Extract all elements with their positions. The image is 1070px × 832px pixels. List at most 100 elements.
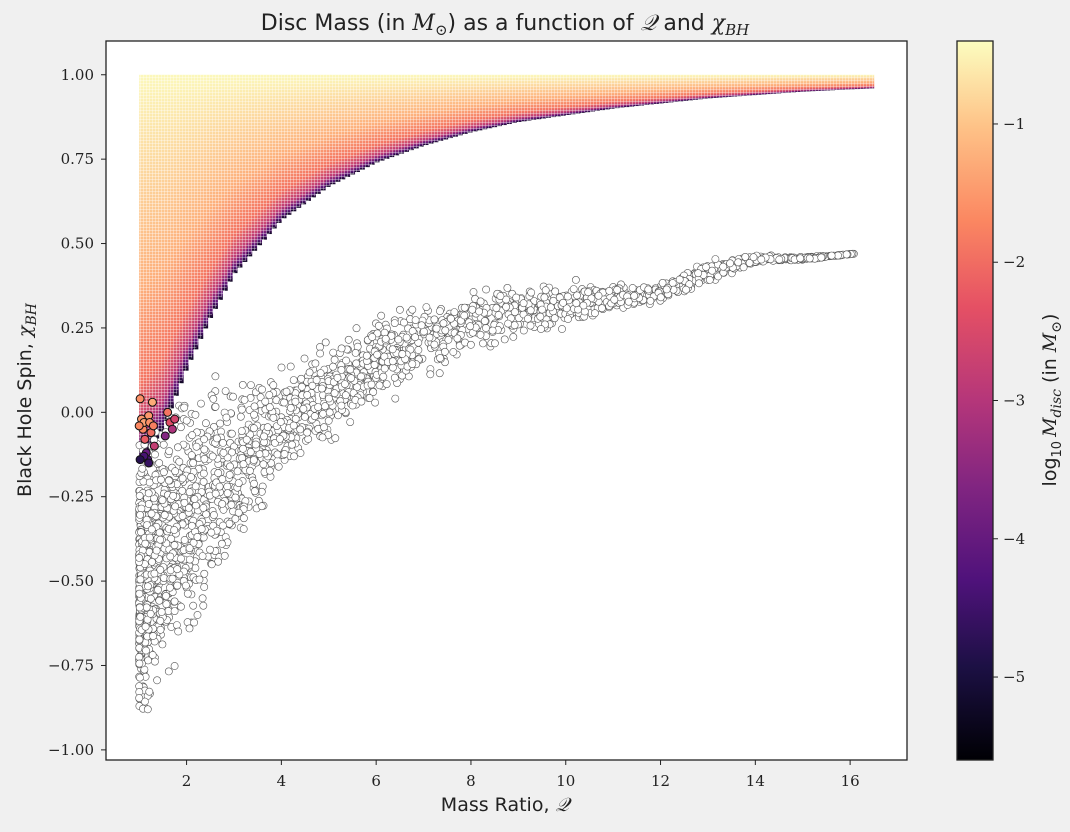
observed-point [402, 333, 411, 342]
observed-point [337, 365, 346, 374]
colorbar-label: log10Mdisc (in M⊙) [1039, 314, 1065, 487]
observed-point [757, 255, 766, 264]
observed-point [329, 362, 337, 371]
observed-point [201, 419, 210, 428]
observed-point [319, 409, 327, 418]
observed-point [265, 466, 274, 475]
observed-point [333, 373, 342, 382]
observed-point [187, 473, 195, 481]
y-tick-label: 0.25 [61, 319, 94, 337]
observed-point [200, 454, 209, 463]
colorbar [956, 40, 994, 761]
observed-point [739, 263, 748, 272]
observed-point [146, 594, 155, 603]
observed-point [351, 348, 360, 357]
observed-point [162, 600, 171, 609]
observed-point [218, 499, 227, 508]
observed-point [221, 387, 230, 395]
observed-point [394, 335, 403, 344]
observed-point [711, 255, 720, 263]
observed-point [146, 609, 155, 618]
observed-point [365, 394, 374, 402]
observed-point [367, 380, 376, 389]
observed-point [558, 325, 566, 333]
observed-point [227, 448, 236, 457]
observed-point [178, 486, 187, 495]
observed-point [234, 479, 243, 487]
observed-point [519, 326, 528, 335]
observed-point [251, 440, 260, 449]
colorbar-tick-label: −1 [1003, 115, 1025, 133]
observed-point [591, 309, 599, 318]
observed-point [572, 299, 581, 308]
colorbar-ticks: −1 −2 −3 −4 −5 [993, 115, 1025, 686]
x-tick-label: 6 [371, 772, 381, 790]
observed-point [504, 319, 512, 328]
observed-point [551, 287, 560, 296]
observed-point [250, 402, 259, 411]
observed-point [373, 350, 382, 359]
observed-point [193, 611, 202, 619]
observed-point [214, 469, 223, 477]
observed-point [167, 534, 176, 543]
observed-point [702, 263, 710, 271]
observed-point [269, 381, 278, 390]
observed-point [259, 460, 268, 469]
observed-point [422, 303, 431, 311]
observed-point [151, 450, 159, 459]
observed-point [476, 297, 485, 306]
observed-point [440, 347, 449, 356]
observed-point [152, 546, 161, 555]
observed-point [135, 673, 144, 682]
observed-point [226, 462, 234, 471]
observed-point [368, 333, 377, 341]
observed-point [175, 457, 184, 466]
observed-point [276, 417, 285, 426]
x-tick-label: 16 [841, 772, 860, 790]
observed-point [430, 340, 439, 349]
observed-point [155, 528, 164, 537]
observed-point [250, 479, 258, 488]
observed-point [391, 394, 400, 403]
observed-point [156, 565, 165, 574]
y-tick-label: 1.00 [61, 66, 94, 84]
observed-point [536, 312, 545, 321]
observed-point [480, 317, 489, 325]
observed-point [318, 433, 327, 442]
observed-point [223, 482, 232, 491]
observed-point [223, 489, 232, 498]
observed-point [357, 372, 365, 381]
observed-point [142, 603, 151, 612]
observed-point [246, 381, 255, 389]
observed-point [157, 475, 165, 484]
observed-point [192, 442, 201, 451]
y-tick-label: 0.00 [61, 403, 94, 421]
observed-point [249, 424, 258, 433]
observed-point [344, 335, 353, 344]
observed-point [164, 476, 173, 485]
observed-point [630, 291, 639, 300]
observed-point [137, 528, 145, 537]
observed-point [469, 288, 478, 296]
observed-point [200, 569, 209, 578]
observed-point [388, 357, 397, 366]
observed-point [135, 653, 144, 661]
observed-point [177, 554, 185, 563]
observed-point [141, 622, 150, 631]
observed-point [299, 404, 308, 413]
observed-point [147, 509, 156, 518]
observed-point [225, 519, 234, 528]
observed-point [527, 288, 536, 297]
observed-point [290, 452, 298, 461]
observed-point [745, 258, 754, 267]
observed-point [398, 350, 407, 358]
observed-point [250, 410, 258, 419]
observed-point [337, 401, 346, 410]
observed-point [296, 449, 305, 457]
observed-point [605, 286, 614, 295]
observed-point [171, 502, 180, 511]
observed-point [185, 488, 194, 496]
observed-point [199, 477, 208, 486]
observed-point [250, 487, 259, 496]
observed-point [460, 303, 469, 312]
